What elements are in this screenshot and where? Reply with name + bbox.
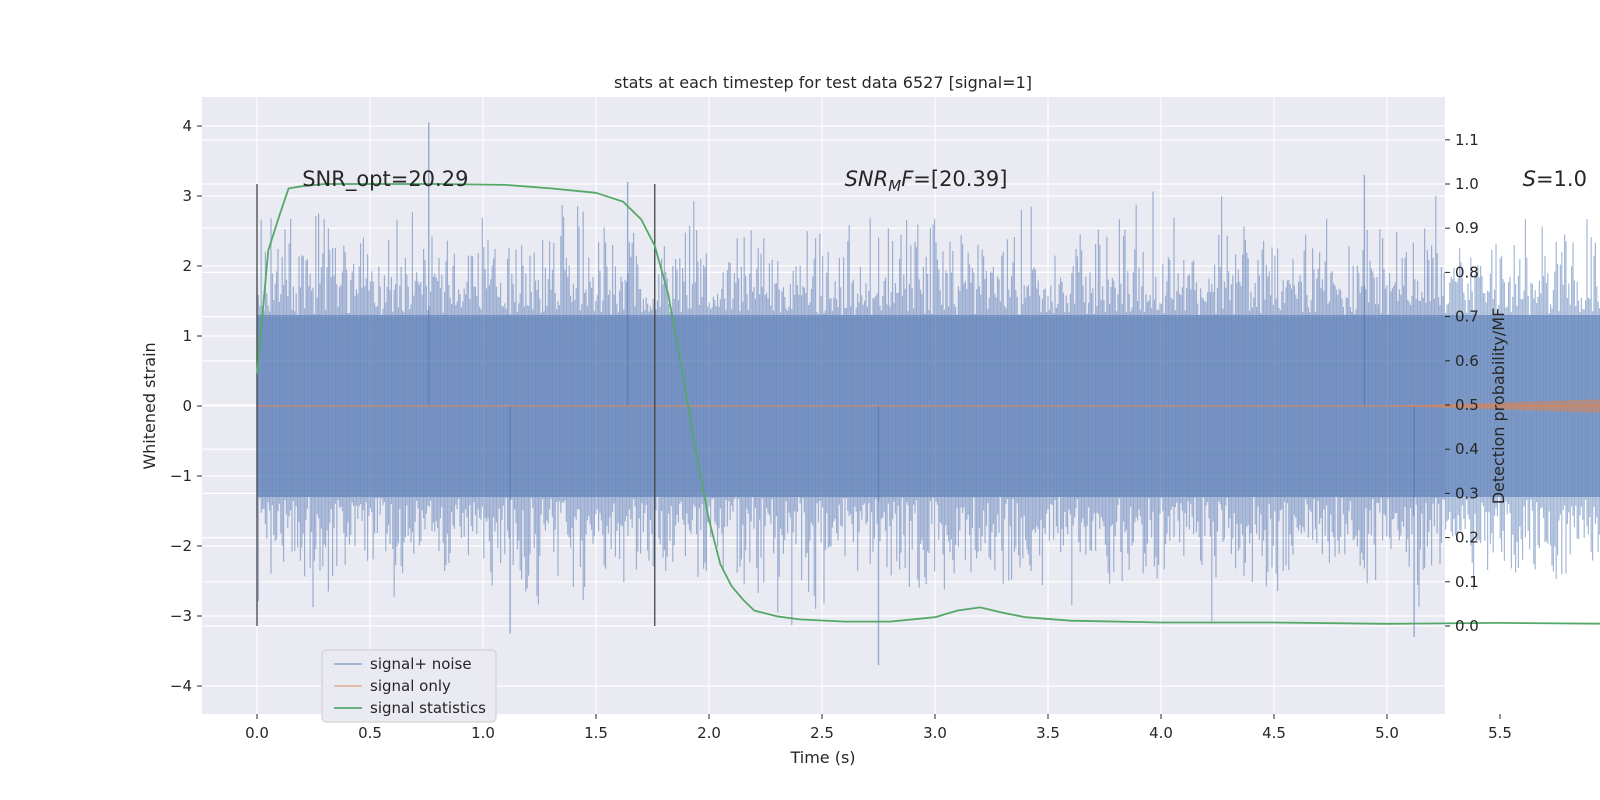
y-tick-label: 1 xyxy=(182,327,192,345)
x-axis-label: Time (s) xyxy=(789,748,855,767)
y-tick-label: −3 xyxy=(170,607,192,625)
legend-label-signal-statistics: signal statistics xyxy=(370,699,486,717)
x-tick-label: 2.5 xyxy=(810,724,834,742)
vertical-markers xyxy=(256,184,656,626)
series-signal-statistics xyxy=(256,183,1600,625)
y2-tick-label: 0.7 xyxy=(1455,308,1479,326)
y2-tick-label: 0.8 xyxy=(1455,263,1479,281)
annotation-1: SNR_opt=20.29 xyxy=(302,167,468,192)
y2-tick-label: 0.4 xyxy=(1455,440,1479,458)
y2-tick-label: 0.3 xyxy=(1455,484,1479,502)
x-tick-label: 3.0 xyxy=(923,724,947,742)
y2-axis-label: Detection probability/MF xyxy=(1489,308,1508,505)
x-tick-label: 1.0 xyxy=(471,724,495,742)
legend: signal+ noise signal only signal statist… xyxy=(321,649,497,723)
x-tick-label: 3.5 xyxy=(1036,724,1060,742)
annotation-2: SNRMF=[20.39] xyxy=(845,167,1008,195)
x-tick-label: 4.5 xyxy=(1262,724,1286,742)
y-axis-label: Whitened strain xyxy=(140,342,159,469)
y-axis-ticks: 4 3 2 1 0 −1 −2 −3 −4 xyxy=(170,117,202,695)
x-tick-label: 1.5 xyxy=(584,724,608,742)
statistics-line xyxy=(256,183,1600,625)
y2-tick-label: 0.1 xyxy=(1455,573,1479,591)
y2-tick-label: 0.2 xyxy=(1455,529,1479,547)
y2-tick-label: 1.1 xyxy=(1455,131,1479,149)
y2-tick-label: 0.9 xyxy=(1455,219,1479,237)
x-tick-label: 0.0 xyxy=(245,724,269,742)
x-axis-ticks: 0.00.51.01.52.02.53.03.54.04.55.05.56.06… xyxy=(245,714,1512,742)
y-tick-label: 2 xyxy=(182,257,192,275)
y-tick-label: 0 xyxy=(182,397,192,415)
y-tick-label: −4 xyxy=(170,677,192,695)
annotation-3: S=1.0 xyxy=(1523,167,1587,191)
legend-box xyxy=(321,649,497,723)
chart-title: stats at each timestep for test data 652… xyxy=(614,73,1032,92)
y2-tick-label: 0.5 xyxy=(1455,396,1479,414)
y2-tick-label: 1.0 xyxy=(1455,175,1479,193)
series-signal-only xyxy=(257,399,1600,413)
x-tick-label: 4.0 xyxy=(1149,724,1173,742)
x-tick-label: 2.0 xyxy=(697,724,721,742)
y-tick-label: −2 xyxy=(170,537,192,555)
x-tick-label: 0.5 xyxy=(358,724,382,742)
x-tick-label: 5.5 xyxy=(1488,724,1512,742)
y-tick-label: −1 xyxy=(170,467,192,485)
y2-axis-ticks: 1.1 1.0 0.9 0.8 0.7 0.6 0.5 0.4 0.3 0.2 0.1 0.0 xyxy=(1445,131,1479,635)
y-tick-label: 4 xyxy=(182,117,192,135)
legend-label-signal-noise: signal+ noise xyxy=(370,655,472,673)
legend-label-signal-only: signal only xyxy=(370,677,451,695)
y-tick-label: 3 xyxy=(182,187,192,205)
x-tick-label: 5.0 xyxy=(1375,724,1399,742)
y2-tick-label: 0.6 xyxy=(1455,352,1479,370)
y2-tick-label: 0.0 xyxy=(1455,617,1479,635)
